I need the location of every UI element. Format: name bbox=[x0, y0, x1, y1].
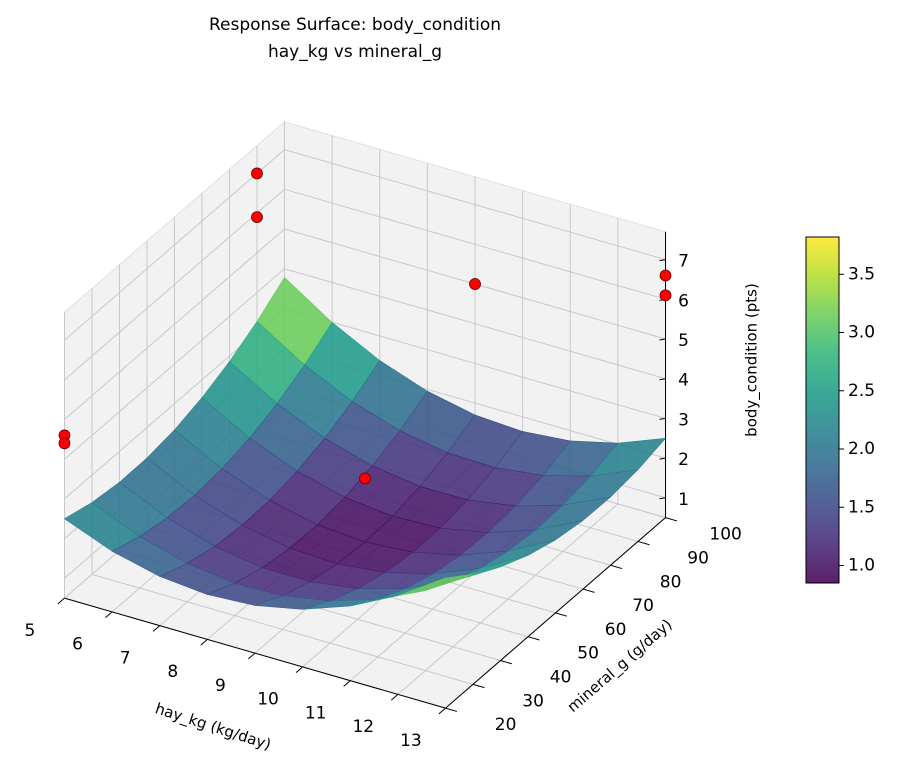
tick-mark bbox=[438, 707, 446, 715]
grid-line bbox=[64, 188, 285, 381]
x-tick-label: 6 bbox=[72, 635, 83, 655]
colorbar-tick-label: 2.5 bbox=[848, 381, 875, 401]
tick-mark bbox=[659, 259, 666, 262]
colorbar-tick-label: 1.5 bbox=[848, 497, 875, 517]
grid-line bbox=[284, 188, 666, 300]
tick-mark bbox=[248, 652, 256, 660]
tick-mark bbox=[555, 612, 568, 617]
tick-mark bbox=[659, 497, 666, 500]
tick-mark bbox=[659, 417, 666, 420]
z-tick-label: 6 bbox=[678, 291, 689, 311]
z-tick-label: 4 bbox=[678, 371, 689, 391]
tick-mark bbox=[152, 625, 161, 632]
data-point bbox=[58, 437, 71, 450]
y-tick-label: 40 bbox=[550, 668, 572, 688]
grid-line bbox=[64, 268, 285, 460]
tick-mark bbox=[200, 639, 208, 646]
colorbar-tick-label: 1.0 bbox=[848, 556, 875, 576]
chart-subtitle: hay_kg vs mineral_g bbox=[268, 42, 442, 62]
colorbar bbox=[805, 236, 840, 584]
tick-mark bbox=[105, 611, 113, 618]
tick-mark bbox=[659, 378, 666, 381]
colorbar-tick-label: 2.0 bbox=[848, 439, 875, 459]
grid-line bbox=[91, 573, 474, 685]
y-tick-label: 100 bbox=[709, 525, 741, 545]
grid-line bbox=[284, 307, 666, 419]
grid-line bbox=[284, 149, 666, 261]
x-tick-label: 10 bbox=[257, 690, 279, 710]
x-tick-label: 7 bbox=[120, 648, 131, 668]
y-tick-label: 50 bbox=[577, 644, 599, 664]
tick-mark bbox=[445, 707, 458, 712]
y-tick-label: 30 bbox=[522, 691, 544, 711]
data-point bbox=[469, 278, 481, 290]
tick-mark bbox=[610, 564, 623, 570]
y-tick-label: 20 bbox=[495, 715, 517, 735]
tick-mark bbox=[500, 660, 513, 665]
colorbar-tick-label: 3.0 bbox=[848, 323, 875, 343]
data-point bbox=[659, 269, 672, 282]
z-tick-label: 3 bbox=[678, 410, 689, 430]
x-axis-line bbox=[64, 597, 446, 709]
grid-line bbox=[64, 228, 285, 420]
data-point bbox=[251, 167, 263, 180]
tick-mark bbox=[57, 597, 65, 605]
z-axis-label: body_condition (pts) bbox=[743, 283, 762, 437]
tick-mark bbox=[390, 694, 399, 701]
tick-mark bbox=[659, 457, 666, 460]
z-tick-label: 1 bbox=[678, 490, 689, 510]
tick-mark bbox=[295, 666, 303, 673]
tick-mark bbox=[472, 683, 485, 689]
tick-mark bbox=[582, 588, 595, 593]
y-tick-label: 80 bbox=[660, 572, 682, 592]
tick-mark bbox=[343, 680, 351, 687]
chart-title: Response Surface: body_condition bbox=[209, 15, 501, 35]
y-tick-label: 90 bbox=[687, 548, 709, 568]
x-tick-label: 13 bbox=[400, 731, 422, 751]
y-axis-line bbox=[445, 517, 666, 709]
data-point bbox=[659, 289, 672, 302]
x-tick-label: 11 bbox=[305, 703, 327, 723]
tick-mark bbox=[665, 517, 678, 522]
grid-line bbox=[284, 268, 666, 380]
tick-mark bbox=[527, 636, 540, 641]
y-tick-label: 70 bbox=[632, 596, 654, 616]
tick-mark bbox=[659, 338, 666, 341]
colorbar-tick-label: 3.5 bbox=[848, 264, 875, 284]
x-tick-label: 9 bbox=[215, 676, 226, 696]
z-tick-label: 2 bbox=[678, 450, 689, 470]
x-axis-label: hay_kg (kg/day) bbox=[153, 699, 274, 754]
z-tick-label: 5 bbox=[678, 331, 689, 351]
x-tick-label: 8 bbox=[167, 662, 178, 682]
y-tick-label: 60 bbox=[605, 620, 627, 640]
data-point bbox=[251, 211, 263, 224]
x-tick-label: 12 bbox=[352, 717, 374, 737]
x-tick-label: 5 bbox=[24, 621, 35, 641]
tick-mark bbox=[637, 540, 650, 546]
grid-line bbox=[64, 149, 285, 341]
surface-patch bbox=[397, 574, 474, 596]
data-point bbox=[359, 472, 371, 485]
z-tick-label: 7 bbox=[678, 252, 689, 272]
